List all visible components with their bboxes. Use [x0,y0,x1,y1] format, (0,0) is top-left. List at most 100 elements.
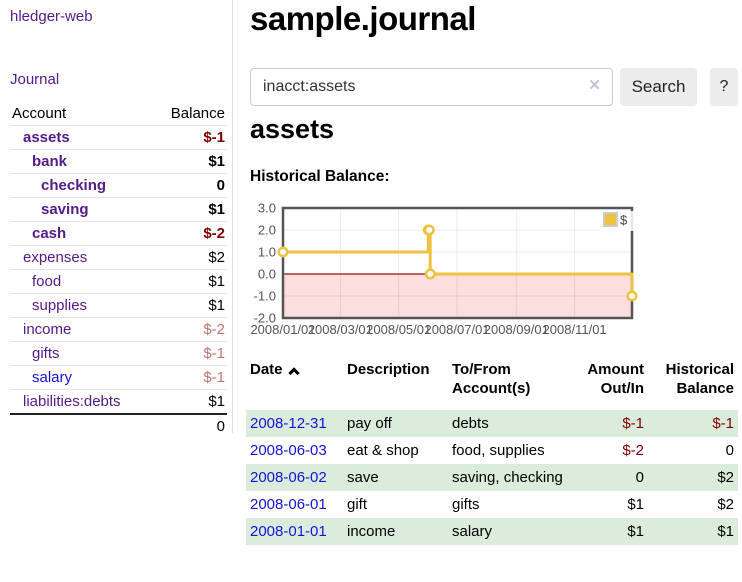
account-balance: $1 [153,197,227,222]
account-row: food $1 [10,269,227,294]
transaction-amount: 0 [635,469,644,486]
account-row: bank $1 [10,149,227,174]
clear-search-icon[interactable]: × [589,75,601,96]
svg-text:2008/07/01: 2008/07/01 [424,322,489,337]
account-link[interactable]: food [32,273,62,290]
account-balance: $1 [153,293,227,318]
transaction-amount: $1 [627,496,644,513]
account-row: salary $-1 [10,365,227,390]
account-row: income $-2 [10,317,227,342]
page-title: sample.journal [250,0,476,37]
svg-text:2.0: 2.0 [258,223,276,238]
svg-text:2008/09/01: 2008/09/01 [484,322,549,337]
register-header-amount: Amount Out/In [587,361,644,397]
transaction-description: eat & shop [347,442,419,459]
account-balance: 0 [153,173,227,198]
transaction-date-link[interactable]: 2008-06-01 [250,496,327,513]
svg-text:1.0: 1.0 [258,245,276,260]
register-row: 2008-06-03 eat & shop food, supplies $-2… [246,437,738,464]
account-link[interactable]: gifts [32,345,60,362]
svg-text:-2.0: -2.0 [254,311,276,326]
transaction-balance: $2 [717,496,734,513]
transaction-date-link[interactable]: 2008-06-02 [250,469,327,486]
accounts-header-balance: Balance [170,105,225,122]
register-header-date[interactable]: Date [246,358,343,410]
account-row: supplies $1 [10,293,227,318]
account-heading: assets [250,114,335,144]
account-balance: $2 [153,245,227,270]
svg-text:2008/11/01: 2008/11/01 [543,322,607,337]
account-balance: $1 [153,389,227,414]
transaction-accounts: saving, checking [452,469,563,486]
accounts-header-account: Account [12,105,67,122]
transaction-amount: $-1 [622,415,644,432]
transaction-description: income [347,523,396,540]
accounts-total-row: 0 [10,413,227,438]
transaction-date-link[interactable]: 2008-06-03 [250,442,327,459]
accounts-table: Account Balance assets $-1 bank $1 check… [10,102,227,438]
register-table: Date Description To/From Account(s) Amou… [246,358,738,545]
account-row: expenses $2 [10,245,227,270]
account-link[interactable]: bank [32,153,68,170]
transaction-accounts: debts [452,415,489,432]
transaction-amount: $-2 [622,442,644,459]
svg-text:2008/03/01: 2008/03/01 [308,322,373,337]
transaction-description: save [347,469,379,486]
register-header-balance: Historical Balance [665,361,734,397]
app-title-link[interactable]: hledger-web [10,8,93,25]
sidebar-item-journal[interactable]: Journal [10,71,60,88]
account-link[interactable]: saving [41,201,89,218]
help-button[interactable]: ? [710,68,738,106]
account-row: gifts $-1 [10,341,227,366]
account-balance: $-1 [153,341,227,366]
accounts-total-value: 0 [153,413,227,438]
transaction-amount: $1 [627,523,644,540]
svg-text:-1.0: -1.0 [254,289,276,304]
transaction-description: gift [347,496,368,513]
transaction-accounts: food, supplies [452,442,545,459]
account-link[interactable]: salary [32,369,73,386]
register-row: 2008-01-01 income salary $1 $1 [246,518,738,545]
chart-title: Historical Balance: [250,168,390,185]
transaction-description: pay off [347,415,392,432]
register-header-description: Description [347,361,430,378]
account-balance: $-1 [153,365,227,390]
svg-text:0.0: 0.0 [258,267,276,282]
account-balance: $1 [153,269,227,294]
transaction-balance: $1 [717,523,734,540]
register-row: 2008-06-01 gift gifts $1 $2 [246,491,738,518]
account-link[interactable]: liabilities:debts [23,393,121,410]
account-row: liabilities:debts $1 [10,389,227,414]
account-link[interactable]: supplies [32,297,88,314]
svg-text:$: $ [620,213,628,228]
transaction-accounts: gifts [452,496,480,513]
account-link[interactable]: assets [23,129,70,146]
svg-text:3.0: 3.0 [258,201,276,216]
account-balance: $-1 [153,125,227,150]
account-row: assets $-1 [10,125,227,150]
svg-text:2008/01/01: 2008/01/01 [250,322,315,337]
sidebar: hledger-web Journal Account Balance asse… [0,0,233,438]
account-row: cash $-2 [10,221,227,246]
search-input[interactable] [250,68,613,106]
account-link[interactable]: income [23,321,72,338]
register-header-accounts: To/From Account(s) [452,361,531,397]
transaction-balance: $-1 [712,415,734,432]
account-link[interactable]: checking [41,177,107,194]
account-link[interactable]: cash [32,225,67,242]
svg-text:2008/05/01: 2008/05/01 [366,322,431,337]
historical-balance-chart: 2008/01/012008/03/012008/05/012008/07/01… [250,201,638,337]
register-row: 2008-12-31 pay off debts $-1 $-1 [246,410,738,437]
account-balance: $-2 [153,221,227,246]
transaction-accounts: salary [452,523,493,540]
account-balance: $-2 [153,317,227,342]
transaction-date-link[interactable]: 2008-12-31 [250,415,327,432]
search-button[interactable]: Search [620,68,697,106]
account-row: checking 0 [10,173,227,198]
transaction-date-link[interactable]: 2008-01-01 [250,523,327,540]
transaction-balance: 0 [725,442,734,459]
register-row: 2008-06-02 save saving, checking 0 $2 [246,464,738,491]
transaction-balance: $2 [717,469,734,486]
account-link[interactable]: expenses [23,249,88,266]
register-header-row: Date Description To/From Account(s) Amou… [246,358,738,410]
